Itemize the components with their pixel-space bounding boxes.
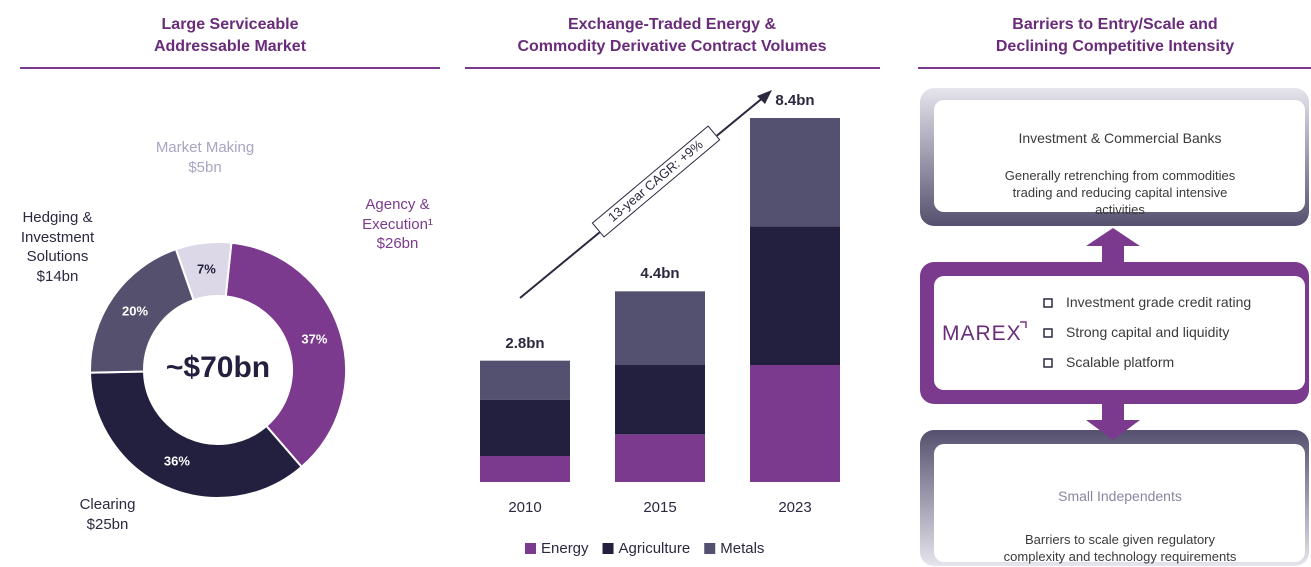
x-tick-label: 2015	[643, 499, 677, 516]
box-text: Barriers to scale given regulatory compl…	[1003, 531, 1237, 564]
bar-segment	[480, 456, 570, 482]
donut-segment	[224, 241, 347, 469]
legend-swatch	[525, 543, 536, 554]
panel-title: Barriers to Entry/Scale and Declining Co…	[995, 16, 1235, 55]
bar-segment	[750, 365, 840, 482]
legend-label: Energy	[541, 540, 589, 557]
percent-label: 7%	[196, 261, 216, 277]
category-name: Clearing	[79, 496, 136, 513]
arrow	[1086, 228, 1140, 262]
category-name: Hedging & Investment Solutions	[20, 209, 95, 265]
segment-label: Hedging & Investment Solutions $14bn	[10, 208, 105, 286]
panel-title: Large Serviceable Addressable Market	[153, 16, 307, 55]
segment-label: Clearing $25bn	[60, 495, 155, 534]
bar-segment	[750, 118, 840, 227]
category-amount: $14bn	[36, 267, 79, 285]
bottom-box-text: Small Independents Barriers to scale giv…	[935, 466, 1305, 567]
bar-segment	[480, 360, 570, 400]
segment-label: Agency & Execution¹ $26bn	[350, 195, 445, 254]
box-text: Generally retrenching from commodities t…	[1004, 167, 1236, 217]
total-label: 2.8bn	[505, 334, 545, 352]
percent-label: 37%	[301, 331, 328, 347]
bullet-text: Strong capital and liquidity	[1066, 324, 1230, 340]
bullet-text: Scalable platform	[1066, 354, 1175, 370]
top-box-text: Investment & Commercial Banks Generally …	[935, 108, 1305, 239]
bar-segment	[615, 291, 705, 365]
legend-label: Metals	[720, 540, 765, 557]
percent-label: 36%	[163, 453, 190, 469]
arrow	[1086, 404, 1140, 440]
box-heading: Investment & Commercial Banks	[1018, 129, 1222, 146]
category-name: Market Making	[155, 139, 255, 156]
category-name: Agency & Execution¹	[362, 196, 433, 233]
total-label: 4.4bn	[640, 265, 680, 283]
category-amount: $5bn	[188, 158, 222, 176]
bar-segment	[615, 365, 705, 435]
bullet	[1043, 358, 1053, 368]
bar-segment	[615, 434, 705, 482]
donut-segment	[89, 370, 304, 499]
segment-label: Market Making $5bn	[135, 138, 275, 177]
box	[934, 100, 1305, 212]
x-tick-label: 2010	[508, 499, 542, 516]
panel-title: Exchange-Traded Energy & Commodity Deriv…	[517, 16, 827, 55]
cagr-arrowhead	[757, 90, 772, 104]
bullet-text: Investment grade credit rating	[1066, 294, 1252, 310]
bar-segment	[480, 399, 570, 456]
percent-label: 20%	[122, 303, 149, 319]
category-amount: $26bn	[376, 235, 419, 252]
legend-label: Agriculture	[618, 540, 691, 557]
center-label: ~$70bn	[165, 351, 271, 384]
donut-segment	[89, 247, 195, 374]
category-amount: $25bn	[86, 515, 129, 533]
box	[934, 444, 1305, 562]
donut-segment	[174, 241, 233, 302]
logo: MAREX	[942, 322, 1022, 345]
x-tick-label: 2023	[778, 499, 812, 516]
legend-swatch	[602, 543, 614, 554]
bullet	[1043, 328, 1053, 338]
legend-swatch	[704, 543, 716, 554]
total-label: 8.4bn	[775, 92, 815, 109]
bullet	[1043, 298, 1053, 308]
logo-mark	[1020, 321, 1027, 328]
box-heading: Small Independents	[1058, 487, 1182, 504]
bar-segment	[750, 226, 840, 365]
box	[934, 276, 1305, 390]
